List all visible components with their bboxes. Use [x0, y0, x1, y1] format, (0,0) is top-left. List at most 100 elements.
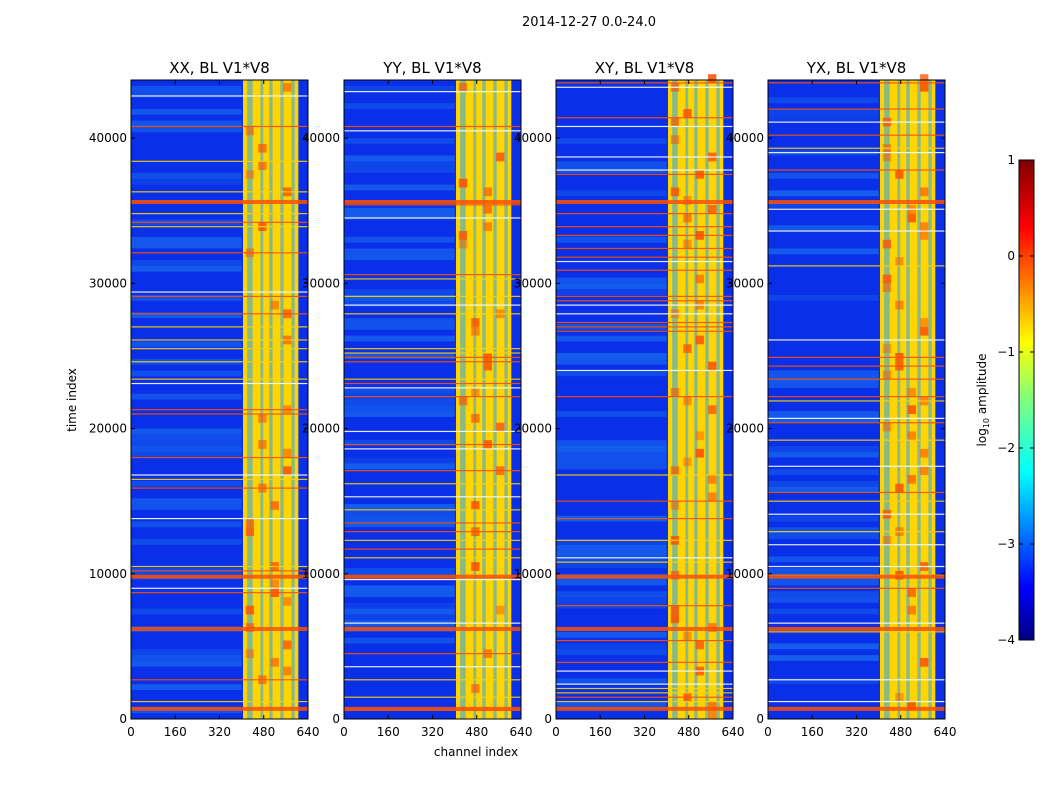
heatmap-hotspot	[920, 466, 929, 476]
heatmap-hotspot	[708, 492, 717, 502]
rfi-line	[344, 430, 521, 433]
heatmap-hotspot	[683, 396, 692, 406]
heatmap-texture	[344, 614, 455, 621]
heatmap-texture	[344, 504, 455, 510]
colorbar-label-log: log	[975, 428, 989, 446]
rfi-line	[131, 570, 308, 572]
rfi-line	[768, 108, 945, 110]
heatmap-texture	[768, 515, 879, 522]
rfi-line	[131, 125, 308, 128]
heatmap-hotspot	[496, 152, 505, 162]
heatmap-texture	[131, 178, 242, 185]
rfi-line	[556, 517, 733, 520]
heatmap-texture	[556, 445, 667, 452]
heatmap-hotspot	[670, 387, 680, 397]
heatmap-texture	[344, 521, 455, 528]
rfi-line	[556, 500, 733, 502]
y-tick-label: 0	[332, 712, 340, 726]
rfi-line	[768, 491, 945, 494]
colorbar-label-sub: 10	[982, 418, 991, 428]
heatmap-hotspot	[670, 466, 680, 476]
rfi-line	[131, 382, 308, 385]
heatmap-texture	[768, 411, 879, 417]
heatmap-band-gap	[928, 80, 932, 719]
heatmap-texture	[768, 480, 879, 487]
heatmap-texture	[344, 509, 455, 516]
heatmap-texture	[131, 126, 242, 133]
heatmap-hotspot	[907, 213, 916, 223]
heatmap-texture	[768, 190, 879, 197]
rfi-band	[344, 706, 521, 711]
heatmap-texture	[556, 370, 667, 377]
heatmap-texture	[556, 631, 667, 638]
heatmap-hotspot	[907, 387, 916, 397]
panel-1: XX, BL V1*V8 0 160 320 480 640 0 10000 20000 3000…	[89, 59, 320, 739]
x-tick-label: 160	[164, 725, 187, 739]
rfi-line	[344, 91, 521, 93]
heatmap-hotspot	[683, 109, 692, 118]
rfi-band	[556, 574, 733, 579]
heatmap-hotspot	[920, 74, 929, 83]
rfi-line	[556, 256, 733, 258]
heatmap-texture	[556, 544, 667, 551]
rfi-line	[556, 539, 733, 541]
rfi-line	[556, 269, 733, 271]
heatmap-hotspot	[920, 448, 929, 458]
rfi-line	[556, 369, 733, 372]
rfi-line	[768, 531, 945, 533]
heatmap-hotspot	[907, 588, 916, 598]
heatmap-texture	[344, 463, 455, 470]
heatmap-band-gap	[291, 80, 295, 719]
panel-title: YY, BL V1*V8	[382, 59, 481, 77]
heatmap-hotspot	[270, 501, 279, 510]
heatmap-hotspot	[907, 431, 916, 441]
heatmap-hotspot	[708, 701, 717, 711]
rfi-line	[556, 639, 733, 642]
heatmap-hotspot	[882, 536, 892, 545]
heatmap-hotspot	[882, 283, 892, 293]
heatmap-texture	[131, 393, 242, 400]
rfi-line	[556, 260, 733, 263]
heatmap-texture	[344, 405, 455, 412]
rfi-line	[556, 557, 733, 559]
heatmap-hotspot	[670, 135, 680, 144]
rfi-line	[768, 147, 945, 149]
heatmap-texture	[131, 660, 242, 667]
rfi-line	[344, 395, 521, 398]
rfi-line	[768, 700, 945, 703]
heatmap-texture	[768, 643, 879, 650]
rfi-line	[768, 265, 945, 267]
rfi-band	[344, 626, 521, 631]
heatmap-band-gap	[906, 80, 910, 719]
heatmap-hotspot	[708, 710, 717, 719]
rfi-line	[768, 513, 945, 515]
rfi-line	[768, 422, 945, 424]
heatmap-hotspot	[895, 257, 904, 266]
heatmap-hotspot	[270, 579, 279, 589]
heatmap-texture	[768, 556, 879, 563]
rfi-line	[556, 683, 733, 685]
rfi-line	[768, 378, 945, 380]
heatmap-texture	[131, 341, 242, 348]
x-tick-label: 0	[764, 725, 772, 739]
heatmap-hotspot	[920, 318, 929, 327]
rfi-band	[131, 574, 308, 579]
x-tick-label: 640	[510, 725, 533, 739]
heatmap-texture	[344, 248, 455, 255]
heatmap-hotspot	[483, 361, 492, 371]
heatmap-texture	[131, 91, 242, 98]
heatmap-texture	[768, 579, 879, 586]
heatmap-texture	[131, 109, 242, 115]
heatmap-texture	[556, 411, 667, 417]
x-tick-label: 480	[889, 725, 912, 739]
rfi-band	[556, 199, 733, 204]
heatmap-texture	[768, 225, 879, 232]
heatmap-hotspot	[245, 518, 255, 528]
heatmap-hotspot	[683, 213, 692, 223]
heatmap-texture	[556, 277, 667, 284]
heatmap-texture	[768, 97, 879, 104]
heatmap-band-gap	[260, 80, 264, 719]
heatmap-hotspot	[670, 605, 680, 615]
heatmap-texture	[768, 294, 879, 301]
heatmap-texture	[768, 533, 879, 539]
